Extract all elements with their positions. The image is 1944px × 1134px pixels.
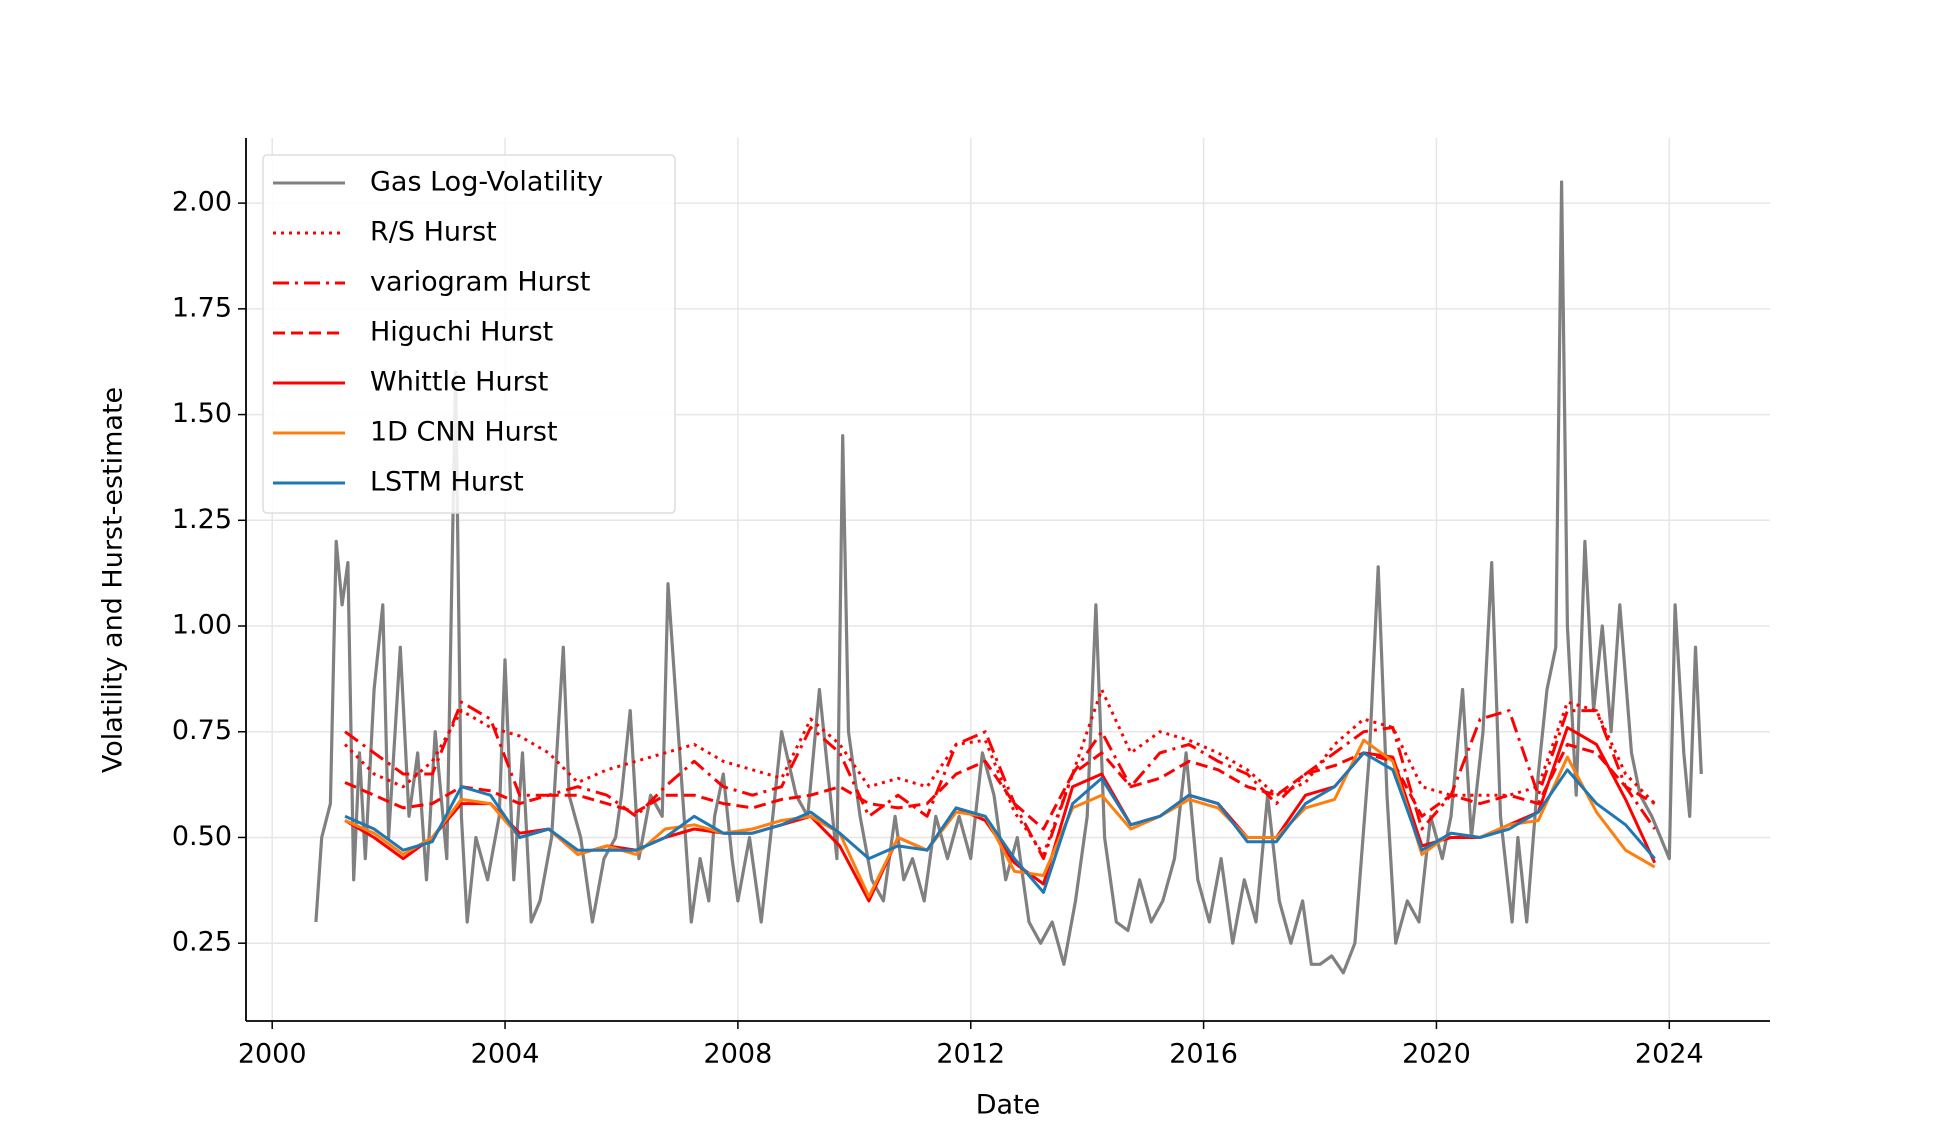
- series-line: [343, 688, 1656, 856]
- y-tick-label: 1.50: [172, 398, 232, 429]
- legend-label: LSTM Hurst: [370, 467, 524, 498]
- legend-label: R/S Hurst: [370, 217, 497, 248]
- y-axis-label: Volatility and Hurst-estimate: [98, 387, 129, 773]
- x-axis-label: Date: [976, 1090, 1041, 1121]
- x-tick-label: 2000: [238, 1039, 307, 1070]
- y-tick-label: 0.50: [172, 821, 232, 852]
- x-tick-label: 2016: [1169, 1039, 1238, 1070]
- legend-box: [262, 154, 676, 514]
- legend-label: 1D CNN Hurst: [370, 417, 558, 448]
- series-line: [314, 180, 1703, 975]
- series-line: [344, 751, 1656, 894]
- y-tick-label: 0.75: [172, 715, 232, 746]
- x-tick-label: 2020: [1402, 1039, 1471, 1070]
- x-tick-label: 2024: [1635, 1039, 1704, 1070]
- y-tick-label: 0.25: [172, 927, 232, 958]
- y-tick-label: 1.75: [172, 292, 232, 323]
- y-tick-label: 1.25: [172, 504, 232, 535]
- x-tick-label: 2012: [936, 1039, 1005, 1070]
- x-tick-label: 2004: [471, 1039, 540, 1070]
- series-line: [344, 738, 1656, 899]
- series-line: [344, 700, 1656, 861]
- legend-label: Gas Log-Volatility: [370, 167, 603, 198]
- series-line: [344, 742, 1656, 831]
- x-tick-label: 2008: [704, 1039, 773, 1070]
- legend-label: variogram Hurst: [370, 267, 590, 298]
- legend-label: Higuchi Hurst: [370, 317, 553, 348]
- y-tick-label: 1.00: [172, 610, 232, 641]
- y-tick-label: 2.00: [172, 187, 232, 218]
- legend-label: Whittle Hurst: [370, 367, 548, 398]
